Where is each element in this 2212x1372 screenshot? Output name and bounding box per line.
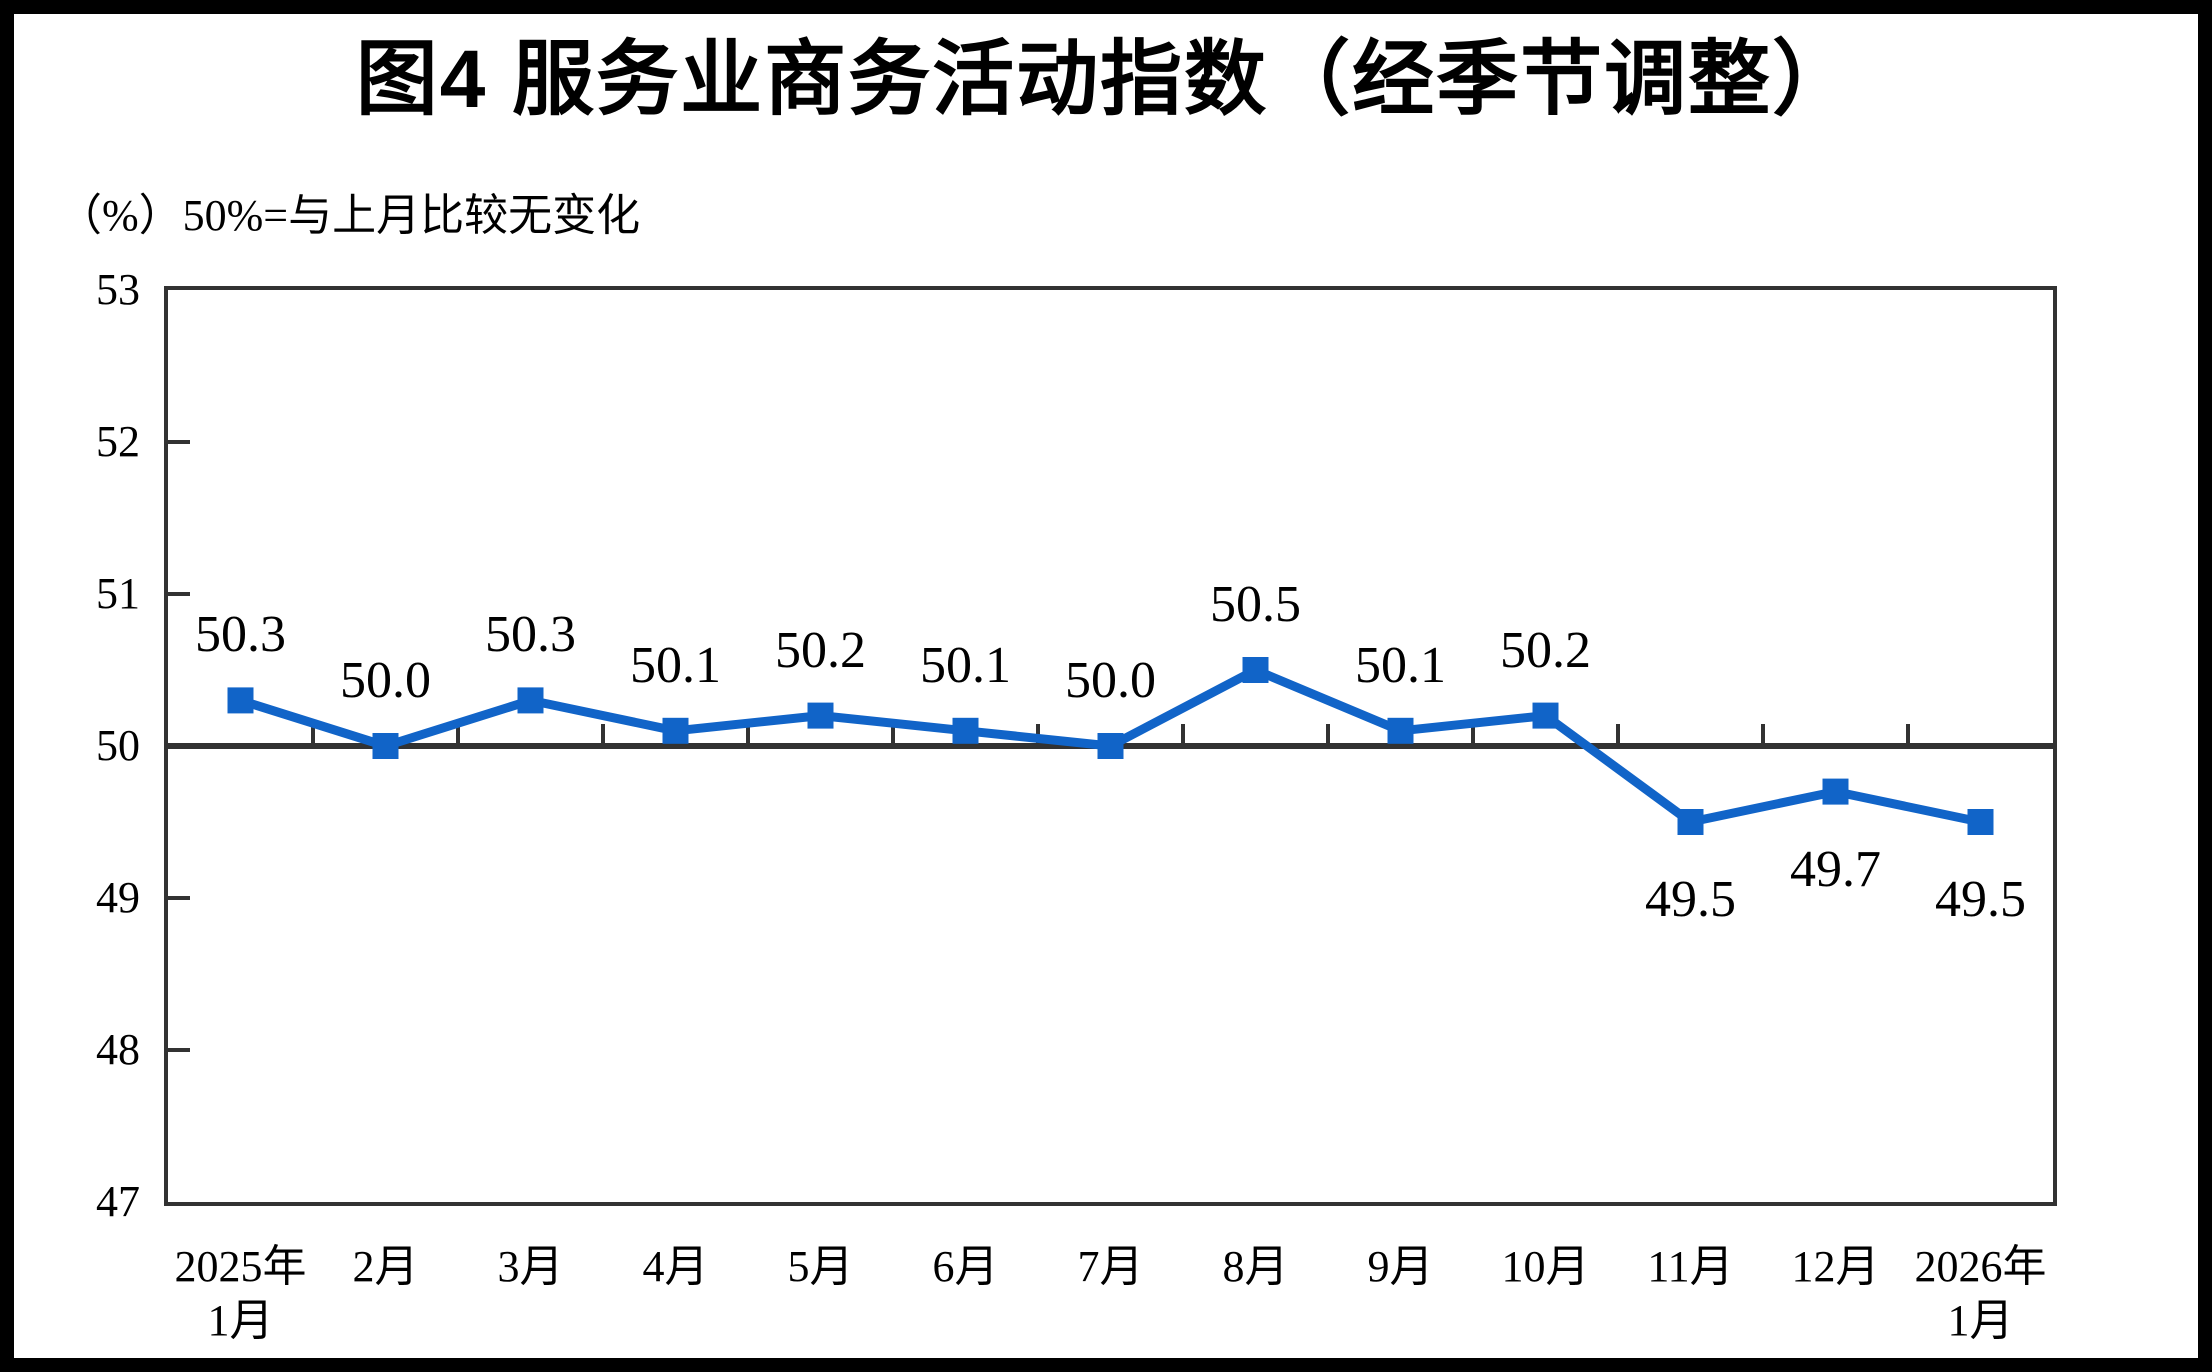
y-axis-label: 53 xyxy=(96,265,140,314)
data-label: 50.3 xyxy=(195,606,286,664)
x-axis-label: 6月 xyxy=(932,1242,999,1291)
plot-area xyxy=(164,286,2057,1206)
data-point-marker xyxy=(1532,702,1559,729)
data-label: 50.1 xyxy=(920,636,1011,694)
x-axis-label: 10月 xyxy=(1501,1242,1590,1291)
data-label: 49.7 xyxy=(1790,840,1881,898)
data-label: 49.5 xyxy=(1645,871,1736,928)
data-point-marker xyxy=(372,733,399,759)
data-point-marker xyxy=(662,717,689,744)
x-axis-label: 4月 xyxy=(642,1242,709,1291)
x-axis-label: 5月 xyxy=(787,1242,854,1291)
data-label: 49.5 xyxy=(1935,871,2026,928)
chart-title: 图4 服务业商务活动指数（经季节调整） xyxy=(355,34,1857,125)
axis-unit-note: （%）50%=与上月比较无变化 xyxy=(58,191,641,240)
data-point-marker xyxy=(1387,717,1414,744)
data-point-marker xyxy=(807,702,834,729)
data-label: 50.2 xyxy=(1500,621,1591,679)
data-point-marker xyxy=(1242,657,1269,683)
y-axis-label: 52 xyxy=(96,417,140,466)
data-point-marker xyxy=(1677,809,1704,835)
data-label: 50.1 xyxy=(630,636,721,694)
x-axis-label: 12月 xyxy=(1791,1242,1880,1291)
y-axis-label: 49 xyxy=(96,873,140,922)
x-axis-label: 2月 xyxy=(352,1242,419,1291)
data-point-marker xyxy=(517,687,544,714)
data-point-marker xyxy=(227,687,254,714)
x-axis-label: 9月 xyxy=(1367,1242,1434,1291)
data-point-marker xyxy=(1097,733,1124,759)
series-line-chart xyxy=(168,440,2053,1052)
y-axis-label: 48 xyxy=(96,1025,140,1074)
data-label: 50.0 xyxy=(1065,652,1156,709)
y-axis-label: 50 xyxy=(96,721,140,770)
y-axis-label: 51 xyxy=(96,569,140,618)
y-axis-label: 47 xyxy=(96,1177,140,1226)
data-label: 50.3 xyxy=(485,606,576,664)
x-axis-label: 3月 xyxy=(497,1242,564,1291)
data-label: 50.0 xyxy=(340,652,431,709)
data-point-marker xyxy=(1822,778,1849,805)
x-axis-label: 8月 xyxy=(1222,1242,1289,1291)
data-point-marker xyxy=(952,717,979,744)
data-label: 50.1 xyxy=(1355,636,1446,694)
data-label: 50.2 xyxy=(775,621,866,679)
x-axis-label: 7月 xyxy=(1077,1242,1144,1291)
data-label: 50.5 xyxy=(1210,576,1301,633)
x-axis-label: 11月 xyxy=(1647,1242,1734,1291)
x-axis-label: 2026年 1月 xyxy=(1914,1242,2047,1345)
data-point-marker xyxy=(1967,809,1994,835)
x-axis-label: 2025年 1月 xyxy=(174,1242,307,1345)
